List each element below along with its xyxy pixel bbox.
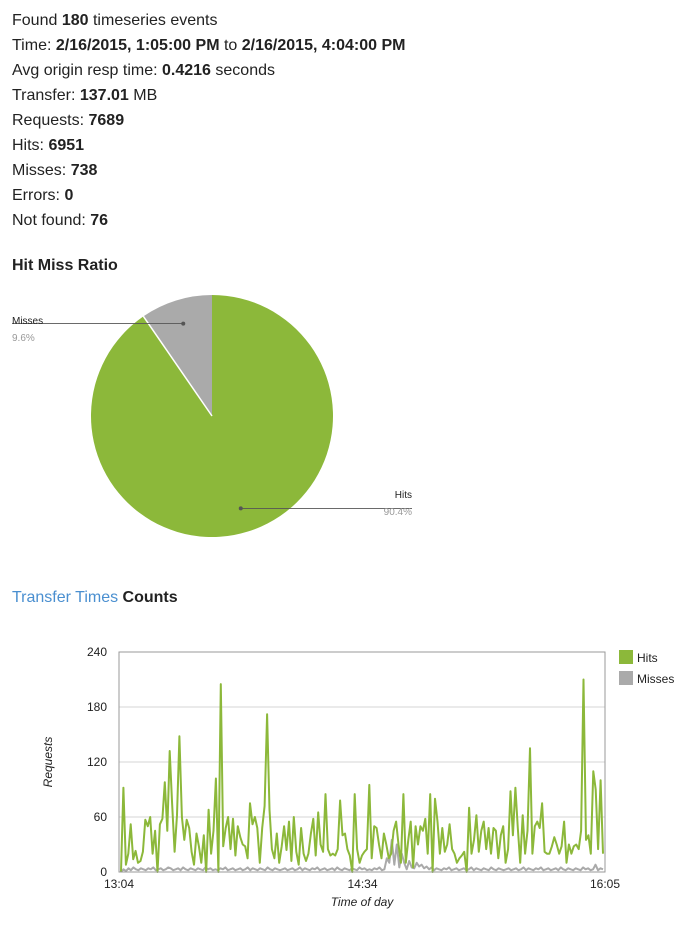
legend-label-hits[interactable]: Hits [637,651,658,665]
x-tick-label: 13:04 [104,877,134,891]
x-axis-ticks: 13:04 14:34 16:05 [104,877,620,891]
hit-miss-pie-chart: Misses 9.6% Hits 90.4% [12,295,412,537]
avg-line: Avg origin resp time: 0.4216 seconds [12,62,275,79]
summary-stats: Found 180 timeseries events Time: 2/16/2… [12,8,405,233]
series-line-hits[interactable] [120,678,604,873]
y-tick-label: 0 [100,865,107,879]
transfer-value: 137.01 [79,87,129,104]
notfound-line: Not found: 76 [12,212,109,229]
requests-value: 7689 [88,112,125,129]
x-axis-label: Time of day [331,895,395,909]
y-axis-label: Requests [41,737,55,788]
misses-line: Misses: 738 [12,162,98,179]
series-line-misses[interactable] [120,838,604,873]
y-tick-label: 60 [94,810,108,824]
pie-label-misses: Misses [12,316,43,327]
avg-value: 0.4216 [162,62,211,79]
hits-value: 6951 [48,137,85,154]
pie-leader-dot-misses [181,321,186,326]
errors-value: 0 [64,187,74,204]
pie-label-hits: Hits [395,490,412,501]
counts-label: Counts [122,589,178,606]
time-end: 2/16/2015, 4:04:00 PM [241,37,406,54]
legend-label-misses[interactable]: Misses [637,672,674,686]
plot-frame [118,651,606,873]
y-axis-ticks: 0 60 120 180 240 [87,645,107,879]
notfound-value: 76 [90,212,109,229]
x-tick-label: 14:34 [347,877,377,891]
found-count: 180 [61,12,89,29]
x-tick-label: 16:05 [590,877,620,891]
transfer-title: Transfer Times Counts [12,589,178,607]
time-line: Time: 2/16/2015, 1:05:00 PM to 2/16/2015… [12,37,406,54]
hits-line: Hits: 6951 [12,137,85,154]
y-tick-label: 120 [87,755,107,769]
pie-leader-dot-hits [238,506,243,511]
errors-line: Errors: 0 [12,187,74,204]
transfer-counts-line-chart: 0 60 120 180 240 13:04 14:34 16:05 Time of day… [41,645,674,909]
pie-percent-misses: 9.6% [12,333,35,344]
y-tick-label: 180 [87,700,107,714]
hit-miss-title: Hit Miss Ratio [12,257,118,274]
transfer-times-link[interactable]: Transfer Times [12,589,119,606]
requests-line: Requests: 7689 [12,112,125,129]
legend-swatch-hits[interactable] [619,650,633,664]
found-line: Found 180 timeseries events [12,12,218,29]
y-tick-label: 240 [87,645,107,659]
time-start: 2/16/2015, 1:05:00 PM [55,37,220,54]
transfer-line: Transfer: 137.01 MB [12,87,158,104]
misses-value: 738 [70,162,98,179]
legend-swatch-misses[interactable] [619,671,633,685]
pie-percent-hits: 90.4% [384,507,412,518]
pie-slice-divider [142,315,213,417]
pie-slice-misses[interactable] [143,295,212,416]
